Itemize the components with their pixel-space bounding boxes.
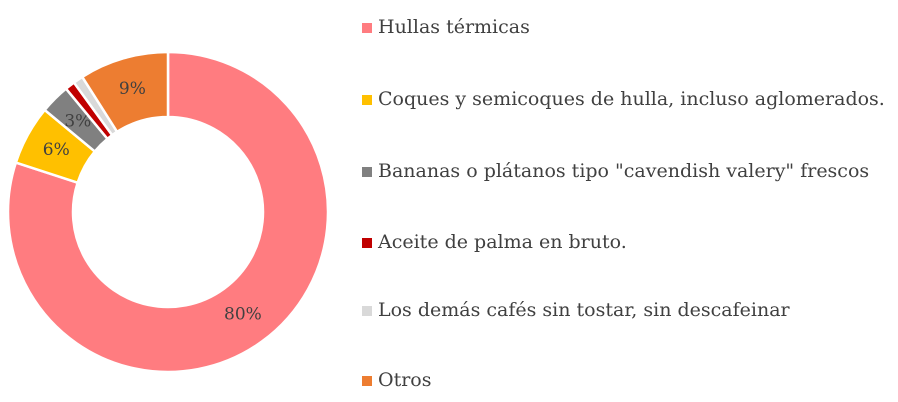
legend-swatch bbox=[362, 23, 372, 33]
legend-line: Los demás cafés sin tostar, sin descafei… bbox=[378, 299, 791, 321]
slice bbox=[80, 50, 170, 134]
data-label: 9% bbox=[119, 79, 146, 99]
legend-line: Bananas o plátanos tipo "cavendish valer… bbox=[378, 160, 869, 182]
legend-text: Otros bbox=[378, 369, 431, 391]
legend-swatch bbox=[362, 238, 372, 248]
legend-item: Coques y semicoques de hulla, incluso ag… bbox=[362, 88, 885, 110]
legend-item: Hullas térmicas bbox=[362, 16, 530, 38]
legend-item: Bananas o plátanos tipo "cavendish valer… bbox=[362, 160, 869, 182]
legend-line: Aceite de palma en bruto. bbox=[377, 231, 627, 253]
data-label: 3% bbox=[64, 111, 91, 131]
legend-item: Aceite de palma en bruto. bbox=[362, 231, 627, 253]
legend-item: Otros bbox=[362, 369, 431, 391]
legend-line: Coques y semicoques de hulla, incluso ag… bbox=[378, 88, 885, 110]
data-label: 80% bbox=[224, 305, 262, 325]
legend-text: Hullas térmicas bbox=[378, 16, 530, 38]
legend-swatch bbox=[362, 376, 372, 386]
legend-swatch bbox=[362, 306, 372, 316]
legend-text: Los demás cafés sin tostar, sin descafei… bbox=[378, 299, 791, 321]
legend-text: Coques y semicoques de hulla, incluso ag… bbox=[378, 88, 885, 110]
legend-text: Bananas o plátanos tipo "cavendish valer… bbox=[378, 160, 869, 182]
data-label: 6% bbox=[43, 140, 70, 160]
legend-swatch bbox=[362, 167, 372, 177]
legend-line: Hullas térmicas bbox=[378, 16, 530, 38]
legend-swatch bbox=[362, 95, 372, 105]
slice bbox=[6, 50, 330, 374]
legend-text: Aceite de palma en bruto. bbox=[377, 231, 627, 253]
legend-item: Los demás cafés sin tostar, sin descafei… bbox=[362, 299, 791, 321]
legend-line: Otros bbox=[378, 369, 431, 391]
